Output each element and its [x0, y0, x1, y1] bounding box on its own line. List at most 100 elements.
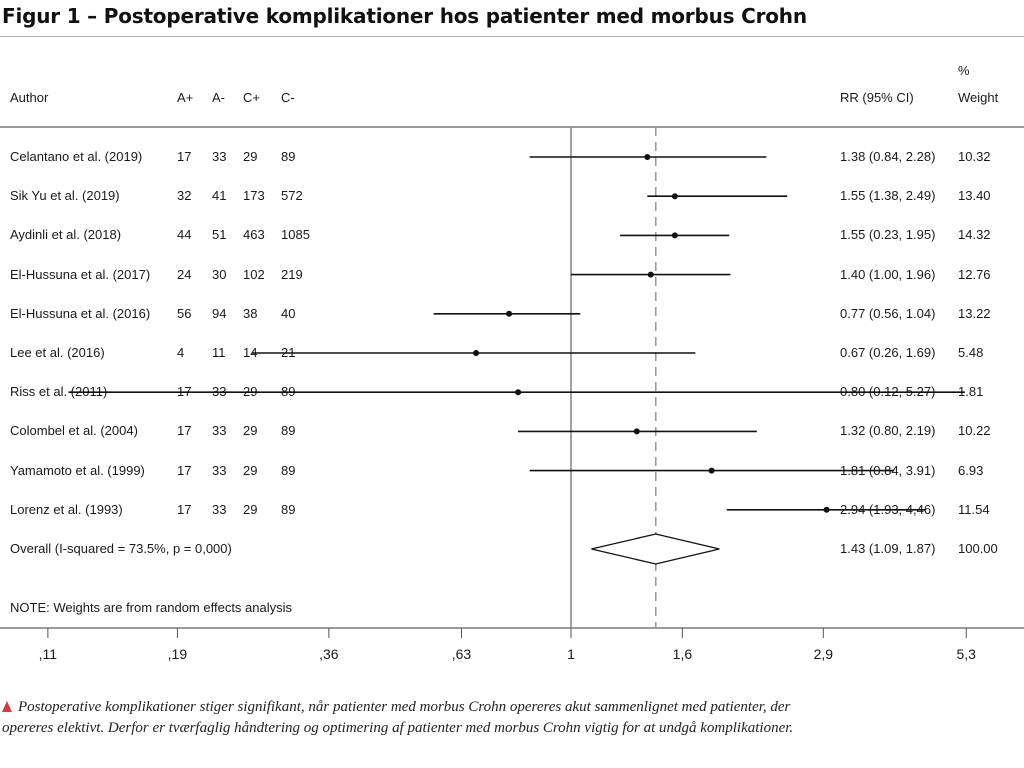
study-a-plus: 17	[177, 501, 192, 517]
point-estimate	[647, 271, 654, 278]
header-c-minus: C-	[281, 90, 295, 105]
study-weight: 5.48	[958, 345, 984, 360]
study-c-minus: 572	[281, 188, 303, 204]
study-a-plus: 44	[177, 227, 192, 243]
study-weight: 1.81	[958, 384, 984, 400]
overall-label: Overall (I-squared = 73.5%, p = 0,000)	[10, 541, 232, 556]
axis-rule	[0, 627, 1024, 629]
study-author: Sik Yu et al. (2019)	[10, 188, 120, 204]
study-rr: 1.55 (1.38, 2.49)	[840, 188, 936, 204]
study-c-plus: 29	[243, 149, 258, 164]
point-estimate	[671, 193, 678, 200]
study-author: Lee et al. (2016)	[10, 345, 105, 360]
point-estimate	[708, 467, 715, 474]
point-estimate	[671, 232, 678, 239]
study-rr: 1.55 (0.23, 1.95)	[840, 227, 936, 243]
study-weight: 6.93	[958, 462, 984, 478]
figure-caption: Postoperative komplikationer stiger sign…	[2, 697, 822, 739]
study-a-minus: 33	[212, 149, 227, 164]
header-a-plus: A+	[177, 90, 194, 105]
header-a-minus: A-	[212, 90, 225, 105]
study-a-plus: 17	[177, 462, 192, 478]
study-a-plus: 17	[177, 423, 192, 439]
study-weight: 11.54	[958, 501, 990, 517]
header-c-plus: C+	[243, 90, 260, 105]
study-a-minus: 11	[212, 345, 226, 360]
study-rr: 1.32 (0.80, 2.19)	[840, 423, 936, 439]
study-author: El-Hussuna et al. (2016)	[10, 305, 151, 321]
study-weight: 12.76	[958, 266, 991, 282]
study-author: Yamamoto et al. (1999)	[10, 462, 145, 478]
study-c-minus: 89	[281, 462, 296, 478]
study-a-minus: 33	[212, 462, 227, 478]
header-weight-percent: %	[958, 63, 970, 78]
study-c-minus: 89	[281, 423, 296, 439]
x-tick-label: ,11	[39, 646, 58, 662]
overall-rr: 1.43 (1.09, 1.87)	[840, 541, 936, 556]
point-estimate	[473, 350, 480, 356]
study-a-minus: 33	[212, 423, 227, 439]
study-a-plus: 4	[177, 345, 185, 360]
study-a-minus: 33	[212, 501, 227, 517]
footnote: NOTE: Weights are from random effects an…	[10, 600, 293, 615]
study-a-minus: 41	[212, 188, 227, 204]
study-weight: 10.32	[958, 149, 991, 164]
study-a-plus: 56	[177, 305, 192, 321]
study-a-minus: 51	[212, 227, 227, 243]
study-c-plus: 463	[243, 227, 265, 243]
study-c-minus: 89	[281, 149, 296, 164]
study-author: Riss et al. (2011)	[10, 384, 108, 400]
header-rr: RR (95% CI)	[840, 90, 914, 105]
study-c-plus: 29	[243, 462, 258, 478]
study-c-minus: 219	[281, 266, 303, 282]
point-estimate	[644, 154, 651, 160]
study-a-minus: 30	[212, 266, 227, 282]
study-c-minus: 89	[281, 501, 296, 517]
study-weight: 13.40	[958, 188, 991, 204]
point-estimate	[506, 310, 513, 317]
study-a-minus: 94	[212, 305, 227, 321]
point-estimate	[633, 428, 640, 435]
caption-text: Postoperative komplikationer stiger sign…	[2, 699, 794, 736]
header-rule	[0, 126, 1024, 128]
study-c-minus: 40	[281, 305, 296, 321]
title-rule	[0, 36, 1024, 37]
header-author: Author	[10, 90, 49, 105]
study-a-plus: 17	[177, 149, 192, 164]
study-rr: 1.38 (0.84, 2.28)	[840, 149, 936, 164]
study-author: Colombel et al. (2004)	[10, 423, 138, 439]
study-rr: 1.40 (1.00, 1.96)	[840, 266, 936, 282]
study-c-plus: 29	[243, 423, 258, 439]
x-tick-label: 5,3	[957, 646, 977, 662]
study-c-minus: 1085	[281, 227, 310, 243]
x-tick-label: 2,9	[814, 646, 834, 662]
study-c-plus: 14	[243, 345, 258, 360]
study-c-plus: 102	[243, 266, 265, 282]
x-tick-label: ,36	[319, 646, 339, 662]
study-c-plus: 173	[243, 188, 265, 204]
overall-diamond	[591, 533, 720, 565]
study-rr: 0.77 (0.56, 1.04)	[840, 305, 936, 321]
point-estimate	[515, 389, 522, 396]
point-estimate	[823, 506, 830, 513]
study-author: Celantano et al. (2019)	[10, 149, 143, 164]
study-a-plus: 24	[177, 266, 192, 282]
forest-plot: ,11 ,19 ,36 ,63 1 1,6 2,9 5,3	[39, 127, 977, 662]
study-author: Aydinli et al. (2018)	[10, 227, 122, 243]
study-a-plus: 32	[177, 188, 192, 204]
header-weight: Weight	[958, 90, 999, 105]
study-author: Lorenz et al. (1993)	[10, 501, 123, 517]
x-tick-label: ,19	[168, 646, 188, 662]
study-weight: 10.22	[958, 423, 991, 439]
study-c-plus: 29	[243, 501, 258, 517]
study-c-plus: 38	[243, 305, 258, 321]
x-tick-label: ,63	[452, 646, 472, 662]
x-tick-label: 1	[567, 646, 575, 662]
figure-title: Figur 1 – Postoperative komplikationer h…	[2, 4, 807, 28]
overall-weight: 100.00	[958, 541, 998, 556]
x-tick-label: 1,6	[673, 646, 693, 662]
study-rr: 0.67 (0.26, 1.69)	[840, 345, 936, 360]
study-author: El-Hussuna et al. (2017)	[10, 266, 151, 282]
caption-marker-icon	[2, 701, 12, 712]
study-weight: 14.32	[958, 227, 991, 243]
